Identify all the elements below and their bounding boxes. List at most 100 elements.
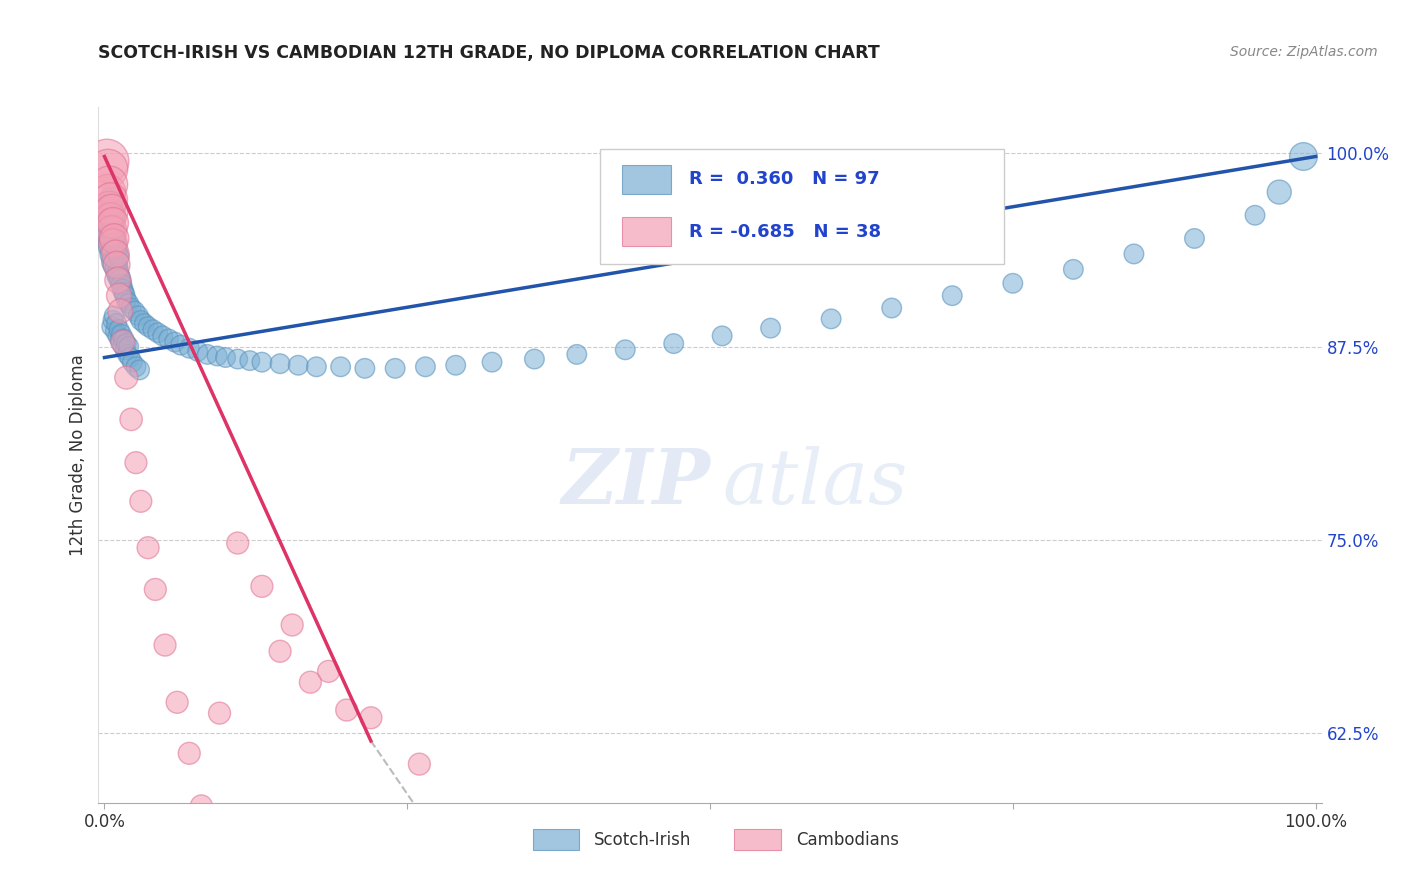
Point (318, 665, 340, 679)
Point (299, 675, 322, 690)
Point (111, 338, 134, 352)
Point (269, 644, 291, 658)
Point (214, 351, 236, 365)
Point (110, 273, 132, 287)
Point (614, 343, 637, 357)
Point (100, 193, 122, 207)
Point (163, 334, 186, 349)
Point (125, 359, 148, 374)
Point (100, 211, 122, 226)
Point (157, 332, 180, 346)
Point (481, 355, 503, 369)
Point (115, 336, 138, 351)
Point (104, 324, 127, 338)
Point (118, 351, 141, 365)
Point (97, 161, 120, 176)
Point (287, 358, 309, 372)
Point (444, 358, 467, 372)
Point (143, 582, 166, 597)
Point (112, 332, 135, 346)
Bar (621, 217, 671, 246)
Point (104, 247, 127, 261)
Point (101, 313, 124, 327)
Point (662, 336, 685, 351)
Point (98, 224, 121, 238)
Point (142, 323, 165, 337)
Point (107, 247, 129, 261)
Point (269, 357, 291, 371)
Point (103, 208, 125, 222)
Point (415, 359, 437, 374)
Point (1062, 262, 1084, 277)
Point (104, 258, 127, 272)
Point (152, 329, 174, 343)
Point (1244, 208, 1267, 222)
Point (179, 341, 201, 355)
Text: R =  0.360   N = 97: R = 0.360 N = 97 (689, 170, 880, 188)
Bar (533, 830, 579, 850)
Point (103, 254, 125, 268)
Point (98, 178, 121, 192)
Point (226, 536, 249, 550)
Point (1001, 277, 1024, 291)
Point (103, 231, 125, 245)
Point (523, 352, 546, 367)
FancyBboxPatch shape (600, 149, 1004, 263)
Point (129, 494, 152, 508)
Point (759, 321, 782, 335)
Point (1122, 247, 1144, 261)
Point (120, 412, 142, 426)
Point (100, 195, 122, 210)
Point (711, 329, 734, 343)
Point (98, 205, 121, 219)
Point (108, 323, 131, 337)
Point (125, 456, 148, 470)
Point (941, 288, 963, 302)
Point (121, 355, 143, 369)
Point (103, 231, 125, 245)
Point (110, 304, 132, 318)
Point (205, 349, 228, 363)
Point (108, 288, 131, 302)
Text: Scotch-Irish: Scotch-Irish (593, 830, 692, 848)
Point (166, 695, 188, 709)
Bar (621, 165, 671, 194)
Point (117, 347, 139, 361)
Point (880, 301, 903, 315)
Point (239, 353, 262, 368)
Point (107, 267, 129, 281)
Point (98, 201, 121, 215)
Point (208, 706, 231, 720)
Point (146, 326, 169, 340)
Text: atlas: atlas (723, 446, 908, 520)
Point (118, 340, 141, 354)
Point (190, 798, 212, 813)
Text: Source: ZipAtlas.com: Source: ZipAtlas.com (1230, 45, 1378, 59)
Point (115, 293, 138, 308)
Text: SCOTCH-IRISH VS CAMBODIAN 12TH GRADE, NO DIPLOMA CORRELATION CHART: SCOTCH-IRISH VS CAMBODIAN 12TH GRADE, NO… (98, 45, 880, 62)
Point (124, 304, 146, 318)
Point (250, 355, 273, 369)
Point (354, 361, 377, 376)
Y-axis label: 12th Grade, No Diploma: 12th Grade, No Diploma (69, 354, 87, 556)
Point (127, 309, 149, 323)
Point (134, 317, 156, 331)
Point (197, 347, 219, 361)
Text: R = -0.685   N = 38: R = -0.685 N = 38 (689, 223, 882, 241)
Point (408, 757, 430, 772)
Point (329, 359, 352, 374)
Point (105, 317, 128, 331)
Point (112, 285, 135, 300)
Point (111, 283, 134, 297)
Point (226, 352, 249, 367)
Point (100, 203, 122, 218)
Text: Cambodians: Cambodians (796, 830, 898, 848)
Point (120, 301, 142, 315)
Point (100, 224, 122, 238)
Point (100, 219, 122, 233)
Point (115, 370, 138, 384)
Point (105, 262, 128, 277)
Point (114, 343, 136, 357)
Point (1268, 185, 1291, 199)
Point (101, 236, 124, 251)
